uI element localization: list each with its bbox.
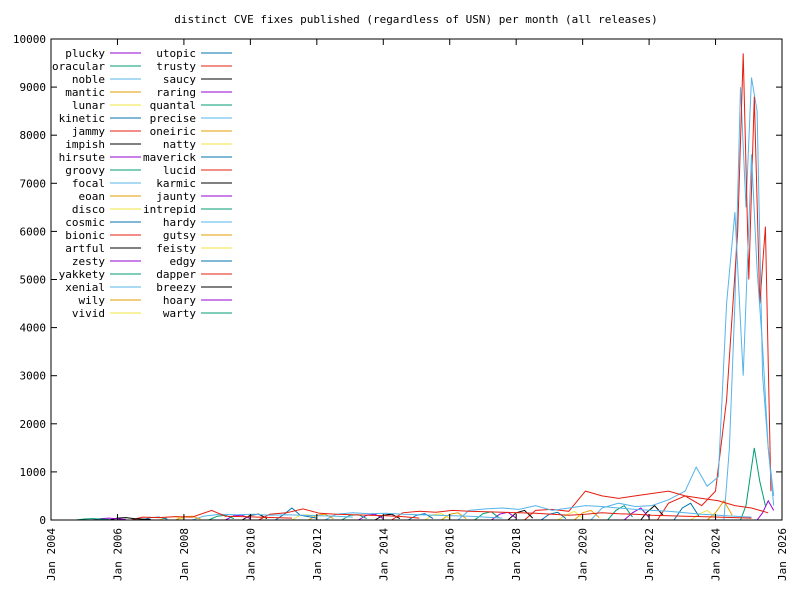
series-line-precise [324,512,503,521]
legend-label: vivid [72,307,105,320]
series-line-hirsute [623,507,650,521]
x-tick-label: Jan 2012 [311,528,324,581]
series-line-maverick [275,507,317,521]
legend-label: saucy [163,73,196,86]
legend-label: mantic [65,86,105,99]
y-tick-label: 6000 [20,225,47,238]
x-tick-label: Jan 2024 [710,528,723,581]
y-axis: 0 1000 2000 3000 4000 5000 6000 7000 8000 9000 100… [13,33,782,527]
legend-label: edgy [170,255,197,268]
legend-label: kinetic [59,112,105,125]
y-tick-label: 8000 [20,129,47,142]
y-tick-label: 5000 [20,274,47,287]
legend-label: groovy [65,164,105,177]
legend-label: breezy [156,281,196,294]
legend-label: quantal [150,99,196,112]
y-tick-label: 4000 [20,322,47,335]
legend-label: gutsy [163,229,196,242]
y-tick-label: 1000 [20,466,47,479]
series-line-zesty [491,511,517,521]
legend-label: plucky [65,47,105,60]
legend-label: oneiric [150,125,196,138]
y-tick-label: 10000 [13,33,46,46]
series-line-eoan [573,509,600,521]
series-line-lucid [258,508,420,521]
y-tick-label: 3000 [20,370,47,383]
series-line-kinetic [673,502,700,521]
legend-label: raring [156,86,196,99]
plot-lines [75,53,775,521]
y-tick-label: 0 [39,514,46,527]
legend-label: oracular [52,60,105,73]
legend-label: lucid [163,164,196,177]
legend-label: cosmic [65,216,105,229]
chart-title: distinct CVE fixes published (regardless… [174,13,657,26]
legend-label: eoan [79,190,106,203]
legend-label: xenial [65,281,105,294]
legend: pluckyoracularnoblemanticlunarkineticjam… [52,47,232,320]
series-line-focal [590,154,775,521]
x-tick-label: Jan 2014 [377,528,390,581]
legend-label: trusty [156,60,196,73]
series-line-plucky [756,499,775,521]
legend-label: impish [65,138,105,151]
legend-label: focal [72,177,105,190]
series-line-bionic [524,490,769,521]
legend-label: intrepid [143,203,196,216]
series-line-cosmic [540,511,567,521]
legend-label: karmic [156,177,196,190]
series-line-hardy [192,513,353,521]
x-tick-label: Jan 2006 [111,528,124,581]
legend-label: warty [163,307,196,320]
legend-label: zesty [72,255,105,268]
legend-label: maverick [143,151,196,164]
x-tick-label: Jan 2010 [244,528,257,581]
series-line-vivid [424,513,450,521]
legend-label: utopic [156,47,196,60]
legend-label: noble [72,73,105,86]
series-line-oracular [740,447,766,521]
legend-label: jaunty [156,190,196,203]
legend-label: yakkety [59,268,106,281]
x-tick-label: Jan 2026 [776,528,789,581]
series-line-intrepid [208,514,234,521]
legend-label: lunar [72,99,105,112]
x-tick-label: Jan 2008 [178,528,191,581]
series-line-dapper [131,509,292,521]
y-tick-label: 9000 [20,81,47,94]
series-line-impish [640,504,664,521]
series-line-noble [723,77,775,521]
legend-label: bionic [65,229,105,242]
x-tick-label: Jan 2020 [577,528,590,581]
y-tick-label: 2000 [20,418,47,431]
y-tick-label: 7000 [20,177,47,190]
series-line-raring [358,513,384,521]
x-tick-label: Jan 2018 [510,528,523,581]
legend-label: hirsute [59,151,105,164]
x-tick-label: Jan 2022 [643,528,656,581]
legend-label: precise [150,112,196,125]
series-line-yakkety [474,511,500,521]
legend-label: jammy [72,125,105,138]
x-axis: Jan 2004 Jan 2006 Jan 2008 Jan 2010 Jan 2012… [45,39,789,581]
legend-label: disco [72,203,105,216]
series-line-lunar [690,509,716,521]
legend-label: dapper [156,268,196,281]
series-line-artful [507,509,534,521]
legend-label: hardy [163,216,196,229]
series-line-trusty [391,509,752,521]
legend-label: natty [163,138,196,151]
x-tick-label: Jan 2004 [45,528,58,581]
x-tick-label: Jan 2016 [444,528,457,581]
series-line-xenial [457,505,752,521]
legend-label: wily [79,294,106,307]
legend-label: hoary [163,294,196,307]
legend-label: artful [65,242,105,255]
legend-label: feisty [156,242,196,255]
